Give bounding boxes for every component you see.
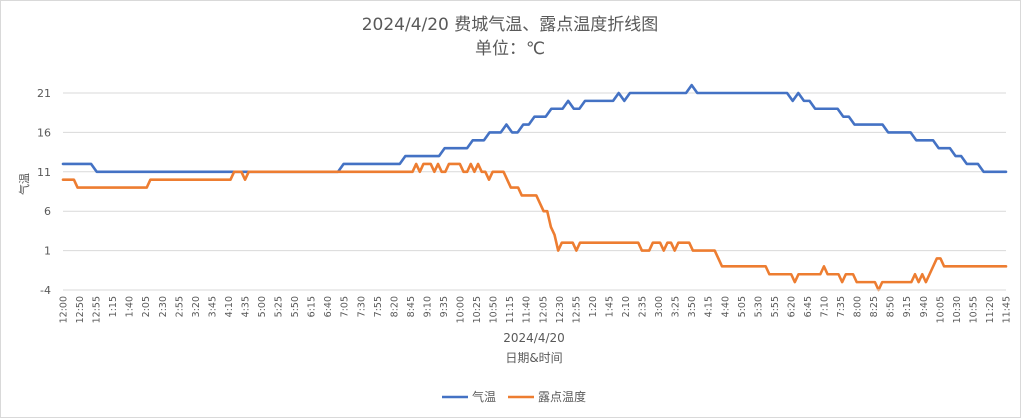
series-line-1 (61, 162, 1008, 292)
x-tick-label: 10:50 (489, 296, 500, 323)
legend: 气温 露点温度 (442, 389, 586, 404)
x-tick-label: 10:25 (472, 296, 483, 323)
legend-label-0: 气温 (472, 389, 496, 404)
y-axis-ticks: 21 16 11 6 1 -4 (37, 87, 51, 297)
x-tick-label: 12:00 (59, 296, 70, 323)
x-tick-label: 7:10 (820, 296, 831, 317)
x-tick-label: 5:00 (257, 296, 268, 317)
x-tick-label: 11:45 (1002, 296, 1013, 323)
x-tick-label: 2:30 (158, 296, 169, 317)
x-tick-label: 8:45 (406, 296, 417, 317)
x-tick-label: 12:30 (555, 296, 566, 323)
x-tick-label: 12:55 (92, 296, 103, 323)
x-tick-label: 9:15 (902, 296, 913, 317)
x-tick-label: 1:45 (604, 296, 615, 317)
x-axis-label: 日期&时间 (505, 351, 562, 365)
x-tick-label: 10:55 (968, 296, 979, 323)
x-tick-label: 8:00 (853, 296, 864, 317)
x-tick-label: 1:15 (108, 296, 119, 317)
chart-subtitle: 单位：℃ (475, 39, 545, 59)
x-tick-label: 6:15 (307, 296, 318, 317)
x-tick-label: 4:40 (720, 296, 731, 317)
x-tick-label: 5:55 (770, 296, 781, 317)
x-tick-label: 12:55 (571, 296, 582, 323)
y-axis-label: 气温 (17, 173, 31, 195)
x-tick-label: 2:35 (638, 296, 649, 317)
x-tick-label: 1:40 (125, 296, 136, 317)
x-tick-label: 9:40 (919, 296, 930, 317)
x-tick-label: 8:50 (886, 296, 897, 317)
x-tick-label: 10:05 (935, 296, 946, 323)
x-tick-label: 5:25 (274, 296, 285, 317)
x-axis-ticks: 12:00 12:50 12:55 1:15 1:40 2:05 2:30 2:55 3:20 3… (59, 296, 1013, 323)
x-tick-label: 10:30 (952, 296, 963, 323)
x-tick-label: 3:45 (207, 296, 218, 317)
x-tick-label: 3:20 (191, 296, 202, 317)
x-tick-label: 11:40 (522, 296, 533, 323)
x-tick-label: 3:50 (687, 296, 698, 317)
x-tick-label: 12:50 (75, 296, 86, 323)
y-tick-label: 6 (44, 205, 51, 218)
x-tick-label: 4:15 (704, 296, 715, 317)
series-line-0 (61, 83, 1008, 174)
x-tick-label: 5:05 (737, 296, 748, 317)
x-tick-label: 2:05 (141, 296, 152, 317)
x-tick-label: 6:20 (786, 296, 797, 317)
x-tick-label: 6:40 (323, 296, 334, 317)
x-tick-label: 7:30 (356, 296, 367, 317)
x-tick-label: 8:25 (869, 296, 880, 317)
x-tick-label: 9:10 (422, 296, 433, 317)
x-axis-date-label: 2024/4/20 (503, 331, 565, 345)
x-tick-label: 5:30 (753, 296, 764, 317)
x-tick-label: 9:35 (439, 296, 450, 317)
x-tick-label: 5:50 (290, 296, 301, 317)
y-tick-label: 21 (37, 87, 51, 100)
legend-label-1: 露点温度 (538, 389, 586, 404)
y-tick-label: -4 (40, 284, 51, 297)
x-tick-label: 7:55 (373, 296, 384, 317)
y-tick-label: 16 (37, 126, 51, 139)
x-tick-label: 6:45 (803, 296, 814, 317)
x-tick-label: 7:05 (340, 296, 351, 317)
x-tick-label: 3:00 (654, 296, 665, 317)
x-tick-label: 1:20 (588, 296, 599, 317)
x-tick-label: 11:20 (985, 296, 996, 323)
y-tick-label: 1 (44, 245, 51, 258)
x-tick-label: 10:00 (456, 296, 467, 323)
x-tick-label: 2:55 (174, 296, 185, 317)
gridlines (63, 92, 1006, 291)
x-tick-label: 8:20 (389, 296, 400, 317)
x-tick-label: 11:15 (505, 296, 516, 323)
x-tick-label: 12:05 (538, 296, 549, 323)
y-tick-label: 11 (37, 166, 51, 179)
x-tick-label: 2:10 (621, 296, 632, 317)
x-tick-label: 7:35 (836, 296, 847, 317)
chart-title: 2024/4/20 费城气温、露点温度折线图 (362, 15, 659, 35)
series-lines (61, 83, 1008, 292)
x-tick-label: 4:10 (224, 296, 235, 317)
x-tick-label: 4:35 (240, 296, 251, 317)
x-tick-label: 3:25 (671, 296, 682, 317)
